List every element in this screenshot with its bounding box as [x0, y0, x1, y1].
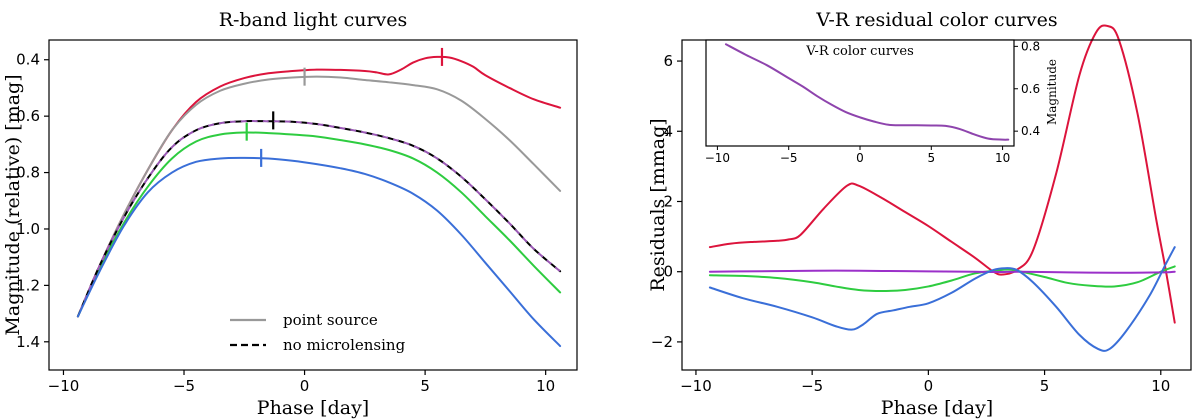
- inset-y-axis-label: Magnitude: [1045, 59, 1059, 125]
- legend: point source no microlensing: [230, 311, 406, 354]
- inset-x-tick-label: 10: [995, 151, 1010, 165]
- right-panel: V-R residual color curves −10 −5 0 5 10 −2 0 2 4…: [647, 9, 1192, 419]
- left-y-tick-label: 0.4: [16, 51, 40, 69]
- right-x-axis-label: Phase [day]: [881, 397, 993, 419]
- right-y-tick-label: 2: [663, 192, 673, 210]
- inset-panel: −10 −5 0 5 10 0.4 0.6 0.8 V-R color curves Magn…: [705, 39, 1059, 165]
- inset-x-tick-label: 5: [927, 151, 935, 165]
- left-x-tick-label: 10: [536, 377, 555, 395]
- left-y-axis-label: Magnitude (relative) [mag]: [2, 74, 24, 335]
- left-series-line-5: [76, 156, 562, 348]
- right-series-line-1: [708, 265, 1176, 293]
- right-series-line-2: [708, 269, 1176, 274]
- inset-x-tick-label: −5: [780, 151, 798, 165]
- inset-y-tick-label: 0.8: [1021, 39, 1040, 53]
- left-chart-title: R-band light curves: [219, 9, 408, 31]
- left-x-tick-label: 0: [300, 377, 310, 395]
- left-x-tick-label: 5: [420, 377, 430, 395]
- left-y-tick-label: 1.0: [16, 220, 40, 238]
- left-y-tick-label: 0.6: [16, 107, 40, 125]
- right-y-axis-label: Residuals [mmag]: [647, 118, 669, 291]
- inset-y-tick-label: 0.6: [1021, 82, 1040, 96]
- left-series-line-2: [76, 131, 562, 318]
- left-x-tick-label: −10: [48, 377, 80, 395]
- left-y-tick-label: 0.8: [16, 164, 40, 182]
- left-plot-frame: [48, 39, 578, 371]
- inset-y-tick-label: 0.4: [1021, 124, 1040, 138]
- left-series-line-1: [76, 75, 562, 318]
- legend-label-no-microlensing: no microlensing: [283, 336, 406, 354]
- right-series-line-3: [708, 246, 1176, 352]
- right-y-tick-label: 4: [663, 122, 673, 140]
- right-x-tick-label: −5: [801, 377, 823, 395]
- left-series-line-4: [76, 120, 562, 318]
- right-x-tick-label: −10: [680, 377, 712, 395]
- inset-x-tick-label: −10: [705, 151, 730, 165]
- inset-background: [706, 40, 1014, 146]
- left-panel: R-band light curves −10 −5 0 5 10 0.4 0.6 0.8 1.…: [2, 9, 578, 419]
- left-x-tick-label: −5: [173, 377, 195, 395]
- left-series-line-3: [76, 120, 562, 318]
- left-x-axis-label: Phase [day]: [257, 397, 369, 419]
- inset-series-line-0: [724, 43, 1010, 141]
- legend-label-point-source: point source: [283, 311, 378, 329]
- inset-x-tick-label: 0: [856, 151, 864, 165]
- left-y-tick-label: 1.2: [16, 276, 40, 294]
- right-x-tick-label: 0: [924, 377, 934, 395]
- right-chart-title: V-R residual color curves: [815, 9, 1057, 31]
- right-y-tick-label: −2: [651, 333, 673, 351]
- inset-title: V-R color curves: [805, 44, 914, 59]
- right-x-tick-label: 5: [1040, 377, 1050, 395]
- left-y-tick-label: 1.4: [16, 333, 40, 351]
- right-y-tick-label: 6: [663, 52, 673, 70]
- right-y-tick-label: 0: [663, 263, 673, 281]
- right-x-tick-label: 10: [1151, 377, 1170, 395]
- left-series-line-0: [76, 55, 562, 318]
